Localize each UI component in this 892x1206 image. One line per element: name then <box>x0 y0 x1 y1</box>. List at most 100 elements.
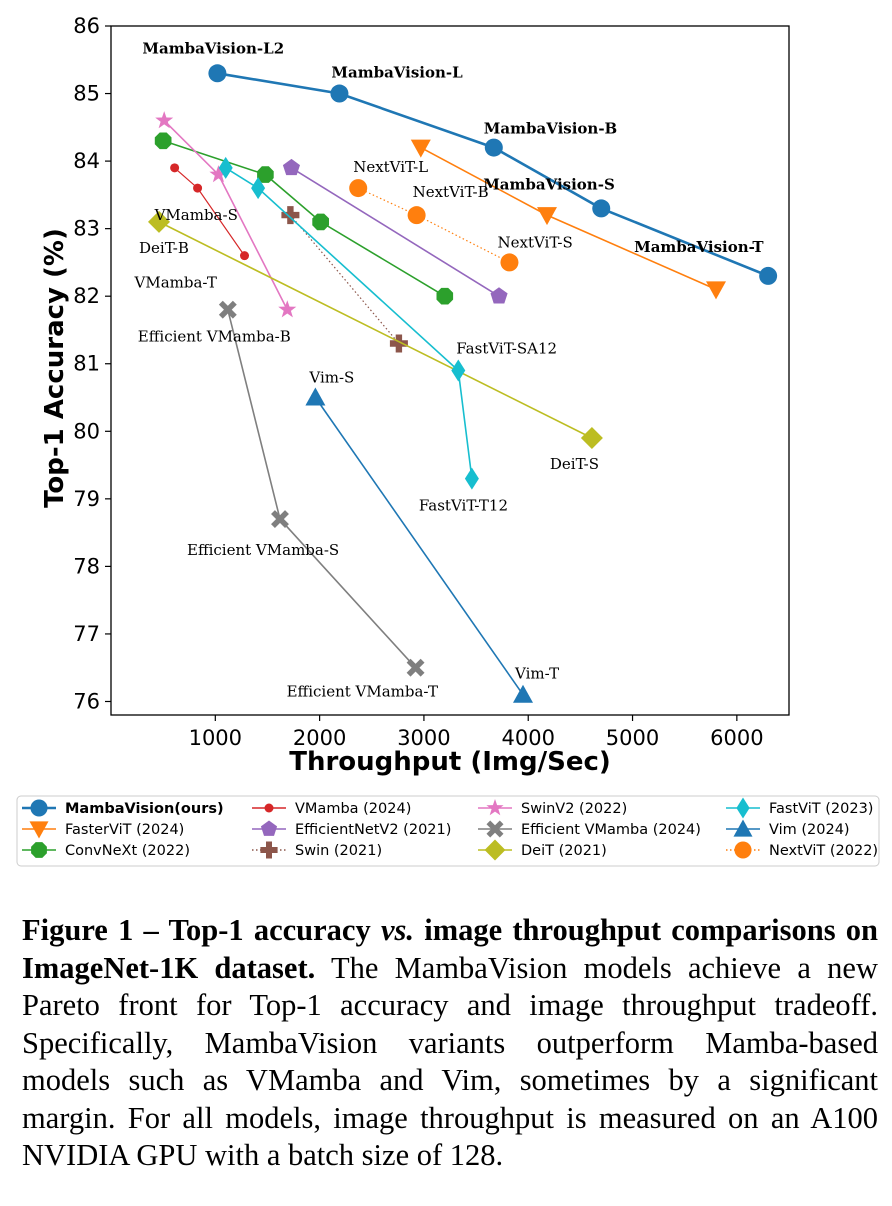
data-point <box>305 387 326 406</box>
data-point <box>155 111 174 129</box>
legend-entry-swin: Swin (2021) <box>252 841 382 859</box>
point-label-deit-b: DeiT-B <box>139 239 189 257</box>
data-point <box>537 207 557 226</box>
series-line <box>291 167 500 297</box>
data-point <box>193 183 203 193</box>
series-line <box>289 214 400 344</box>
series-layer <box>148 64 778 703</box>
series-line <box>420 146 717 291</box>
legend-marker <box>733 819 753 837</box>
data-point <box>513 684 533 703</box>
legend-marker <box>29 821 49 839</box>
data-point <box>451 359 466 382</box>
legend-marker <box>30 799 48 817</box>
x-tick-label: 5000 <box>606 726 659 750</box>
legend-label: MambaVision(ours) <box>65 801 224 817</box>
legend-label: DeiT (2021) <box>521 843 607 859</box>
series-fastvit <box>218 156 479 490</box>
x-tick-label: 4000 <box>502 726 555 750</box>
legend-label: FasterViT (2024) <box>65 822 184 838</box>
data-point <box>282 158 300 176</box>
point-label-mambavision-s: MambaVision-S <box>483 175 615 193</box>
legend-label: Vim (2024) <box>769 822 850 838</box>
accuracy-throughput-chart: 1000 2000 3000 4000 5000 6000 76 77 78 79 80 81 82 83… <box>16 14 880 867</box>
legend-entry-convnext: ConvNeXt (2022) <box>22 842 190 859</box>
series-vmamba <box>170 163 250 261</box>
data-point <box>759 266 778 285</box>
y-tick-label: 80 <box>73 419 100 443</box>
legend-entry-deit: DeiT (2021) <box>478 839 607 861</box>
data-point <box>389 334 408 353</box>
data-point <box>349 179 368 198</box>
legend-label: FastViT (2023) <box>769 801 873 817</box>
data-point <box>500 253 519 272</box>
legend-label: EfficientNetV2 (2021) <box>295 822 451 838</box>
data-point <box>706 281 726 300</box>
y-tick-label: 82 <box>73 284 100 308</box>
y-tick-label: 85 <box>73 82 100 106</box>
x-tick-label: 1000 <box>189 726 242 750</box>
data-point <box>240 251 250 261</box>
data-point <box>208 64 227 83</box>
data-point <box>170 163 180 173</box>
y-tick-label: 76 <box>73 689 100 713</box>
series-vim <box>305 387 533 703</box>
data-point <box>490 287 508 304</box>
y-tick-label: 79 <box>73 487 100 511</box>
data-point <box>407 206 426 225</box>
data-point <box>410 139 431 158</box>
legend-entry-fastvit: FastViT (2023) <box>726 797 873 819</box>
series-swin <box>281 206 408 353</box>
point-label-nextvit-b: NextViT-B <box>413 183 489 201</box>
y-axis-title: Top-1 Accuracy (%) <box>40 228 70 508</box>
data-point <box>154 132 172 150</box>
series-efficient-vmamba <box>218 300 425 677</box>
data-point <box>592 199 611 218</box>
legend-marker <box>486 820 504 838</box>
series-line <box>227 309 417 669</box>
data-point <box>271 510 289 529</box>
data-point <box>148 210 170 233</box>
legend-entry-efficient-vmamba: Efficient VMamba (2024) <box>478 820 701 838</box>
point-label-vmamba-s: VMamba-S <box>154 206 238 224</box>
y-tick-label: 86 <box>73 14 100 38</box>
data-point <box>484 138 503 157</box>
legend-entry-mambavision: MambaVision(ours) <box>22 799 224 817</box>
point-label-mambavision-b: MambaVision-B <box>484 120 617 138</box>
point-label-vim-t: Vim-T <box>514 665 559 683</box>
legend-label: Swin (2021) <box>295 843 382 859</box>
caption-body: The MambaVision models achieve a new Par… <box>22 950 878 1173</box>
point-label-deit-s: DeiT-S <box>550 455 599 473</box>
legend-label: Efficient VMamba (2024) <box>521 822 701 838</box>
legend: MambaVision(ours) VMamba (2024) SwinV2 (20… <box>16 795 880 867</box>
data-point <box>312 213 329 231</box>
legend-entry-nextvit: NextViT (2022) <box>726 841 878 859</box>
legend-marker <box>260 841 278 859</box>
data-point <box>251 177 266 200</box>
y-tick-label: 83 <box>73 217 100 241</box>
x-axis-title: Throughput (Img/Sec) <box>289 747 611 777</box>
figure-caption: Figure 1 – Top-1 accuracy vs. image thro… <box>22 912 878 1175</box>
x-tick-label: 6000 <box>710 726 763 750</box>
point-labels: MambaVision-L2 MambaVision-L MambaVision-B… <box>134 39 765 700</box>
point-label-efficient-vmamba-b: Efficient VMamba-B <box>138 328 291 346</box>
point-label-vim-s: Vim-S <box>308 369 354 387</box>
legend-marker <box>734 841 752 859</box>
point-label-nextvit-l: NextViT-L <box>353 158 428 176</box>
point-label-nextvit-s: NextViT-S <box>498 233 573 251</box>
legend-marker <box>486 799 504 816</box>
axes: 1000 2000 3000 4000 5000 6000 76 77 78 79 80 81 82 83… <box>73 14 790 750</box>
point-label-efficient-vmamba-t: Efficient VMamba-T <box>287 683 438 701</box>
series-nextvit <box>349 179 519 272</box>
point-label-mambavision-t: MambaVision-T <box>634 238 764 256</box>
y-tick-label: 78 <box>73 554 100 578</box>
data-point <box>209 165 228 183</box>
x-tick-label: 3000 <box>397 726 450 750</box>
series-efficientnetv2 <box>282 158 508 304</box>
y-tick-label: 84 <box>73 149 100 173</box>
legend-marker <box>31 842 47 858</box>
data-point <box>278 300 297 318</box>
legend-entry-vmamba: VMamba (2024) <box>252 801 411 817</box>
point-label-efficient-vmamba-s: Efficient VMamba-S <box>187 541 339 559</box>
point-label-mambavision-l: MambaVision-L <box>331 64 463 82</box>
